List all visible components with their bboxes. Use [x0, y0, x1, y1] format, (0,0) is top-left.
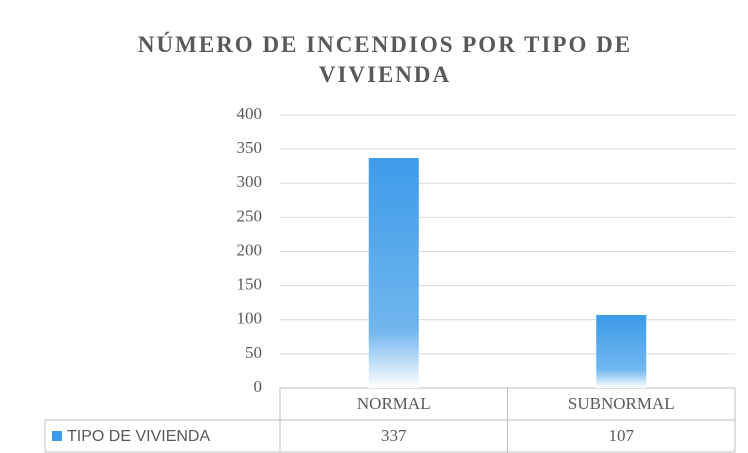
chart-title: NÚMERO DE INCENDIOS POR TIPO DE VIVIENDA	[137, 32, 633, 87]
y-tick-label: 400	[237, 104, 263, 123]
y-tick-label: 0	[254, 377, 263, 396]
y-tick-label: 200	[237, 240, 263, 259]
bar	[368, 157, 419, 388]
legend-label: TIPO DE VIVIENDA	[67, 428, 210, 445]
y-tick-label: 100	[237, 309, 263, 328]
legend-key	[52, 431, 62, 441]
x-tick-label: SUBNORMAL	[568, 394, 675, 413]
y-tick-label: 150	[237, 275, 263, 294]
bar	[596, 314, 647, 388]
y-tick-label: 250	[237, 206, 263, 225]
x-tick-label: NORMAL	[357, 394, 431, 413]
table-value: 337	[381, 426, 407, 445]
y-tick-label: 50	[245, 343, 262, 362]
y-tick-label: 300	[237, 172, 263, 191]
table-value: 107	[609, 426, 635, 445]
y-tick-label: 350	[237, 138, 263, 157]
